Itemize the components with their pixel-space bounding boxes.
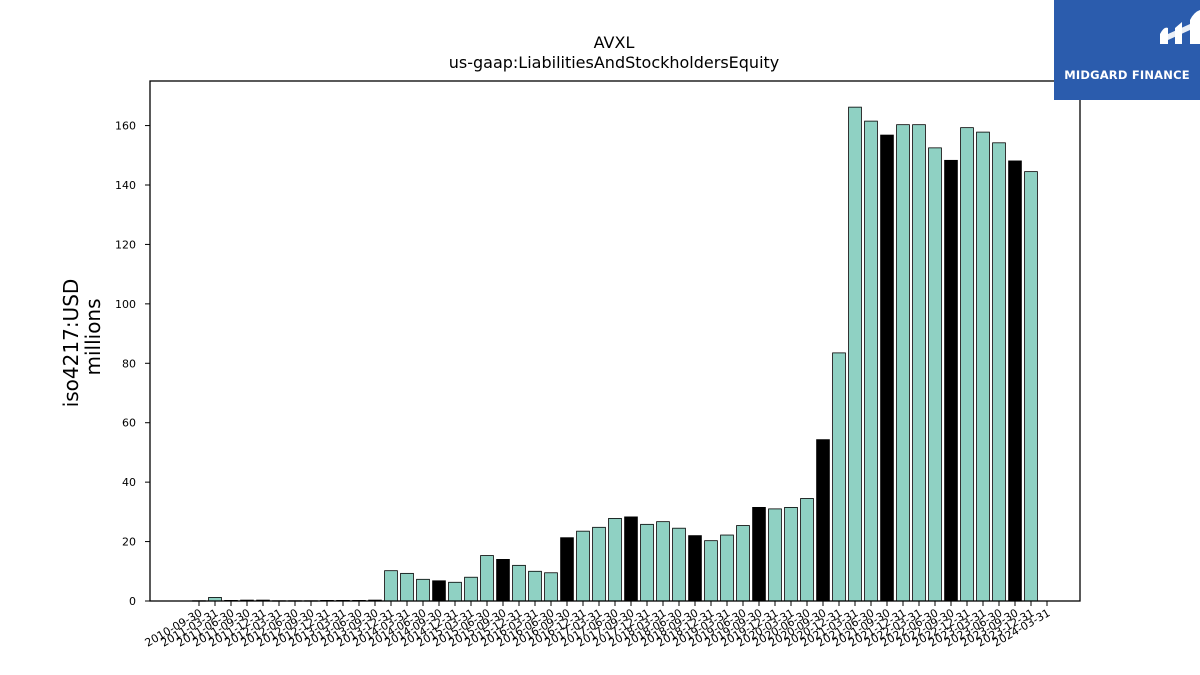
brand-logo: MIDGARD FINANCE xyxy=(1054,0,1200,100)
chart-title: AVXL xyxy=(594,33,635,52)
bar-2014-06-30 xyxy=(416,578,430,602)
bar-2018-09-30 xyxy=(688,535,702,602)
bar-2019-12-31 xyxy=(768,508,782,602)
bar-2023-09-30 xyxy=(1008,160,1022,602)
bar-2016-09-30 xyxy=(560,537,574,602)
bars xyxy=(192,106,1038,602)
bar-2015-06-30 xyxy=(480,555,494,602)
y-tick-label: 60 xyxy=(122,417,136,430)
bar-2021-12-31 xyxy=(896,124,910,602)
bar-2020-03-31 xyxy=(784,506,798,602)
bar-2019-03-31 xyxy=(720,534,734,602)
bar-2023-06-30 xyxy=(992,142,1006,602)
bar-2020-09-30 xyxy=(816,439,830,602)
bar-2018-12-31 xyxy=(704,540,718,602)
brand-logo-text: MIDGARD FINANCE xyxy=(1064,68,1190,82)
y-tick-label: 120 xyxy=(115,238,136,251)
bar-2014-03-31 xyxy=(400,572,414,602)
bar-2017-09-30 xyxy=(624,516,638,602)
bar-2021-09-30 xyxy=(880,134,894,602)
bar-2016-12-31 xyxy=(576,530,590,602)
bar-2015-09-30 xyxy=(496,559,510,602)
bar-2015-12-31 xyxy=(512,564,526,602)
y-axis-unit-label: millions xyxy=(81,298,105,375)
bar-2013-12-31 xyxy=(384,570,398,602)
bar-2017-06-30 xyxy=(608,517,622,602)
y-tick-label: 100 xyxy=(115,298,136,311)
bar-2017-03-31 xyxy=(592,526,606,602)
bar-2014-12-31 xyxy=(448,581,462,602)
bar-2022-09-30 xyxy=(944,159,958,602)
bar-2021-06-30 xyxy=(864,120,878,602)
y-tick-label: 40 xyxy=(122,476,136,489)
bar-2016-06-30 xyxy=(544,572,558,602)
bar-2020-12-31 xyxy=(832,352,846,602)
y-tick-label: 20 xyxy=(122,536,136,549)
x-axis-ticks: 2010-09-302011-03-312011-06-302011-09-30… xyxy=(143,601,1053,650)
bar-2014-09-30 xyxy=(432,580,446,602)
bar-2019-06-30 xyxy=(736,525,750,602)
bar-2018-03-31 xyxy=(656,521,670,602)
bar-2022-06-30 xyxy=(928,147,942,602)
y-tick-label: 140 xyxy=(115,179,136,192)
bar-2018-06-30 xyxy=(672,527,686,602)
y-axis-label: iso4217:USD xyxy=(59,279,83,408)
bar-2016-03-31 xyxy=(528,570,542,602)
plot-frame xyxy=(149,80,1081,602)
bar-2023-03-31 xyxy=(976,131,990,602)
y-axis-ticks: 0 20 40 60 80 100 120 140 160 xyxy=(115,120,150,608)
bar-2019-09-30 xyxy=(752,506,766,602)
bar-2015-03-31 xyxy=(464,576,478,602)
bar-2022-12-31 xyxy=(960,127,974,602)
y-tick-label: 160 xyxy=(115,120,136,133)
y-tick-label: 80 xyxy=(122,357,136,370)
bar-2023-12-31 xyxy=(1024,171,1038,602)
y-tick-label: 0 xyxy=(129,595,136,608)
bar-2020-06-30 xyxy=(800,498,814,602)
bar-2022-03-31 xyxy=(912,124,926,602)
bar-2017-12-31 xyxy=(640,523,654,602)
bar-2021-03-31 xyxy=(848,106,862,602)
midgard-logo-icon xyxy=(1160,10,1200,44)
chart-subtitle: us-gaap:LiabilitiesAndStockholdersEquity xyxy=(449,53,780,72)
